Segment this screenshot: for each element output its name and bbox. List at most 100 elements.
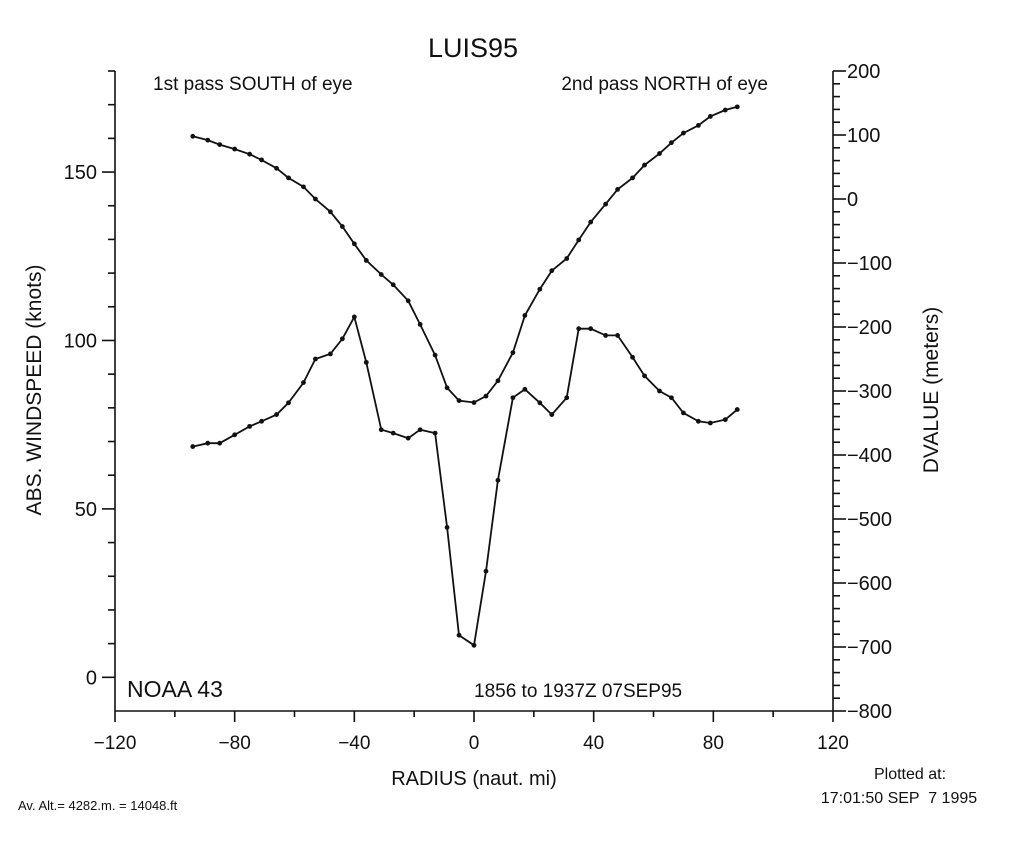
- dvalue-data-point: [205, 137, 211, 143]
- dvalue-data-point: [247, 151, 253, 157]
- windspeed-data-point: [247, 423, 253, 429]
- dvalue-data-point: [588, 219, 594, 225]
- x-tick-label: 0: [469, 733, 480, 754]
- windspeed-data-point: [669, 395, 674, 401]
- x-tick-label: −40: [338, 733, 370, 754]
- windspeed-data-point: [734, 407, 740, 412]
- y2-tick-label: 200: [847, 61, 880, 83]
- x-tick-label: −80: [219, 733, 251, 754]
- windspeed-data-point: [722, 417, 728, 423]
- windspeed-data-point: [351, 314, 357, 320]
- windspeed-data-point: [432, 430, 438, 436]
- windspeed-data-point: [642, 373, 647, 379]
- windspeed-data-point: [564, 395, 570, 401]
- windspeed-data-point: [483, 568, 489, 574]
- windspeed-data-point: [510, 395, 516, 401]
- dvalue-data-point: [471, 400, 477, 405]
- y-tick-label: 150: [64, 162, 97, 184]
- dvalue-data-point: [286, 175, 291, 181]
- windspeed-data-point: [707, 420, 713, 426]
- windspeed-data-point: [286, 400, 291, 406]
- windspeed-data-point: [630, 354, 635, 360]
- dvalue-data-point: [405, 298, 411, 304]
- dvalue-data-point: [734, 104, 740, 110]
- plotted-at-label: Plotted at:: [873, 766, 947, 783]
- y2-tick-label: −200: [847, 317, 892, 339]
- dvalue-data-point: [313, 196, 318, 202]
- dvalue-data-point: [301, 184, 306, 190]
- dvalue-data-point: [495, 378, 501, 384]
- x-tick-label: −120: [94, 733, 137, 754]
- dvalue-data-point: [351, 241, 357, 247]
- dvalue-data-point: [642, 162, 647, 168]
- y2-axis-label: DVALUE (meters): [920, 307, 943, 473]
- dvalue-data-point: [444, 385, 450, 391]
- dvalue-data-point: [432, 352, 438, 358]
- x-axis-label: RADIUS (naut. mi): [391, 768, 557, 790]
- y2-tick-label: −500: [847, 509, 892, 531]
- dvalue-data-point: [417, 322, 423, 327]
- windspeed-data-point: [444, 525, 450, 530]
- annotation-time-range: 1856 to 1937Z 07SEP95: [474, 681, 682, 702]
- windspeed-data-point: [232, 432, 238, 438]
- windspeed-data-point: [274, 412, 279, 417]
- x-tick-label: 40: [583, 733, 604, 754]
- windspeed-data-point: [695, 418, 701, 424]
- annotation-right-pass: 2nd pass NORTH of eye: [561, 74, 768, 95]
- windspeed-data-point: [549, 412, 555, 417]
- dvalue-data-point: [259, 157, 264, 163]
- dvalue-data-point: [390, 282, 396, 288]
- dvalue-data-point: [339, 224, 345, 229]
- windspeed-data-point: [390, 430, 396, 436]
- windspeed-data-point: [522, 386, 528, 392]
- dvalue-data-point: [564, 256, 570, 261]
- dvalue-data-point: [681, 130, 686, 136]
- plotted-at-time: 17:01:50 SEP 7 1995: [820, 790, 978, 807]
- windspeed-series-line: [192, 314, 738, 647]
- chart-title: LUIS95: [428, 33, 518, 63]
- windspeed-data-point: [363, 359, 369, 365]
- windspeed-data-point: [537, 400, 543, 406]
- dvalue-data-point: [630, 175, 635, 181]
- dvalue-data-point: [537, 286, 543, 292]
- windspeed-data-point: [405, 435, 411, 441]
- dvalue-data-point: [522, 313, 528, 318]
- windspeed-data-point: [301, 380, 306, 385]
- y2-tick-label: −100: [847, 253, 892, 275]
- dvalue-data-point: [695, 123, 701, 128]
- windspeed-data-point: [471, 642, 477, 648]
- dvalue-data-point: [549, 268, 555, 274]
- dvalue-data-point: [576, 237, 582, 243]
- y2-tick-label: −600: [847, 573, 892, 595]
- dvalue-data-point: [669, 140, 674, 146]
- x-tick-label: 120: [817, 733, 849, 754]
- y-axis-label: ABS. WINDSPEED (knots): [23, 265, 46, 516]
- average-altitude: Av. Alt.= 4282.m. = 14048.ft: [18, 798, 178, 813]
- dvalue-data-point: [232, 146, 238, 152]
- x-tick-label: 80: [703, 733, 724, 754]
- y-tick-label: 0: [86, 667, 97, 689]
- dvalue-data-point: [363, 258, 369, 263]
- y2-tick-label: −800: [847, 701, 892, 723]
- y2-tick-label: −700: [847, 637, 892, 659]
- dvalue-data-point: [378, 272, 384, 277]
- windspeed-data-point: [657, 388, 662, 394]
- windspeed-data-point: [217, 440, 223, 446]
- dvalue-data-point: [217, 142, 223, 148]
- windspeed-data-point: [417, 427, 423, 433]
- windspeed-data-point: [681, 410, 686, 416]
- dvalue-data-point: [657, 151, 662, 156]
- windspeed-data-point: [259, 418, 264, 424]
- windspeed-data-point: [339, 336, 345, 342]
- y2-tick-label: −400: [847, 445, 892, 467]
- dvalue-data-point: [510, 350, 516, 355]
- windspeed-data-point: [588, 326, 594, 332]
- windspeed-data-point: [328, 351, 333, 357]
- dvalue-data-point: [274, 165, 279, 171]
- y2-tick-label: 100: [847, 125, 880, 147]
- windspeed-data-point: [456, 632, 462, 638]
- windspeed-data-point: [603, 333, 609, 338]
- dvalue-data-point: [615, 187, 620, 192]
- dvalue-data-point: [483, 393, 489, 399]
